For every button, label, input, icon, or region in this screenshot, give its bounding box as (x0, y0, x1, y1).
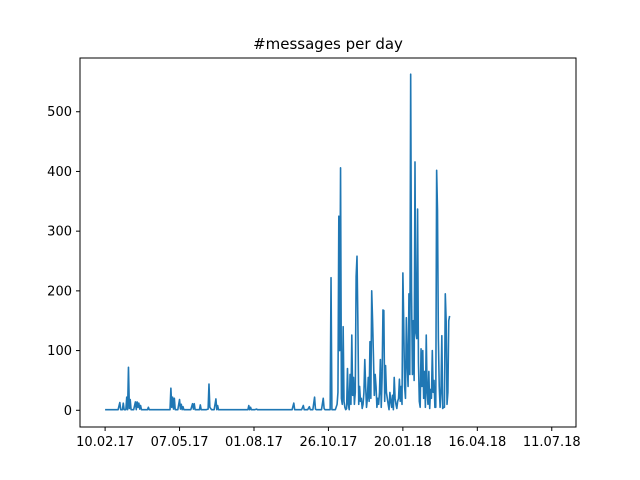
x-tick-label: 10.02.17 (76, 435, 134, 450)
x-axis: 10.02.17 07.05.17 01.08.17 26.10.17 20.01.18… (76, 427, 581, 450)
chart-title: #messages per day (253, 35, 403, 53)
y-tick-label: 300 (47, 225, 72, 240)
x-tick-label: 20.01.18 (374, 435, 432, 450)
x-tick-label: 16.04.18 (448, 435, 506, 450)
y-axis: 0 100 200 300 400 500 (47, 105, 80, 419)
y-tick-label: 500 (47, 105, 72, 120)
series-line (105, 73, 451, 411)
x-tick-label: 01.08.17 (225, 435, 283, 450)
y-tick-label: 0 (64, 404, 72, 419)
x-tick-label: 11.07.18 (523, 435, 581, 450)
x-tick-label: 26.10.17 (299, 435, 357, 450)
plot-area (105, 73, 451, 411)
x-tick-label: 07.05.17 (151, 435, 209, 450)
plot-frame (79, 57, 577, 428)
y-tick-label: 400 (47, 165, 72, 180)
y-tick-label: 200 (47, 284, 72, 299)
y-tick-label: 100 (47, 344, 72, 359)
